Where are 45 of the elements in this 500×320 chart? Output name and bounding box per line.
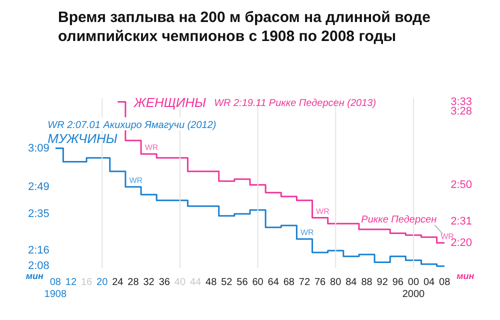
x-tick-label: 64 <box>268 276 280 288</box>
y-tick-label: 2:35 <box>28 208 50 220</box>
x-tick-label: 08 1908 <box>44 276 67 300</box>
y2-tick-label: 2:20 <box>450 236 472 249</box>
chart-title: Время заплыва на 200 м брасом на длинной воде олимпийских чемпионов с 1908 по 2008 годы <box>58 8 432 46</box>
x-tick-label: 56 <box>236 276 248 288</box>
x-tick-label: 32 <box>143 276 155 288</box>
y2-tick-label: 2:50 <box>450 178 472 191</box>
x-tick-label: 20 <box>96 276 108 288</box>
x-tick-label: 60 <box>252 276 264 288</box>
x-tick-label: 48 <box>206 276 218 288</box>
x-tick-label: 72 <box>298 276 310 288</box>
y2-axis-title: мин <box>456 270 475 281</box>
x-tick-label: 80 <box>330 276 342 288</box>
x-tick-label: 36 <box>158 276 170 288</box>
x-tick-label: 08 <box>439 276 451 288</box>
y2-tick-label: 2:31 <box>450 216 472 228</box>
y2-tick-label: 3:33 <box>450 96 472 108</box>
annotation: WR <box>144 143 158 152</box>
x-tick-label: 92 <box>376 276 388 288</box>
series-label: ЖЕНЩИНЫ <box>132 94 207 110</box>
y2-tick-label: 3:28 <box>450 106 472 118</box>
annotation: Рикке Педерсен <box>361 214 438 226</box>
y-tick-label: 2:16 <box>28 244 50 257</box>
x-tick-label: 96 <box>392 276 404 288</box>
x-tick-label: 84 <box>346 276 358 288</box>
annotation: WR <box>316 206 330 216</box>
x-tick-label: 04 <box>423 276 436 288</box>
x-tick-label: 68 <box>283 276 295 288</box>
y-tick-label: 2:49 <box>28 180 50 193</box>
annotation: WR <box>129 176 143 186</box>
y-tick-label: 2:08 <box>28 260 50 272</box>
x-tick-label: 52 <box>221 276 233 288</box>
x-tick-label: 12 <box>65 276 77 288</box>
annotation: WR 2:19.11 Рикке Педерсен (2013) <box>214 98 376 109</box>
y-axis-title: мин <box>26 270 44 281</box>
x-tick-label: 76 <box>314 276 326 288</box>
x-tick-label: 24 <box>112 276 124 288</box>
annotation: WR 2:07.01 Акихиро Ямагучи (2012) <box>48 120 216 132</box>
annotation: WR <box>300 228 314 238</box>
y-tick-label: 3:09 <box>28 142 50 154</box>
x-tick-label: 88 <box>361 276 373 288</box>
series-label: МУЖЧИНЫ <box>48 131 118 146</box>
x-tick-label: 00 2000 <box>402 276 426 300</box>
x-tick-label: 28 <box>128 276 140 288</box>
